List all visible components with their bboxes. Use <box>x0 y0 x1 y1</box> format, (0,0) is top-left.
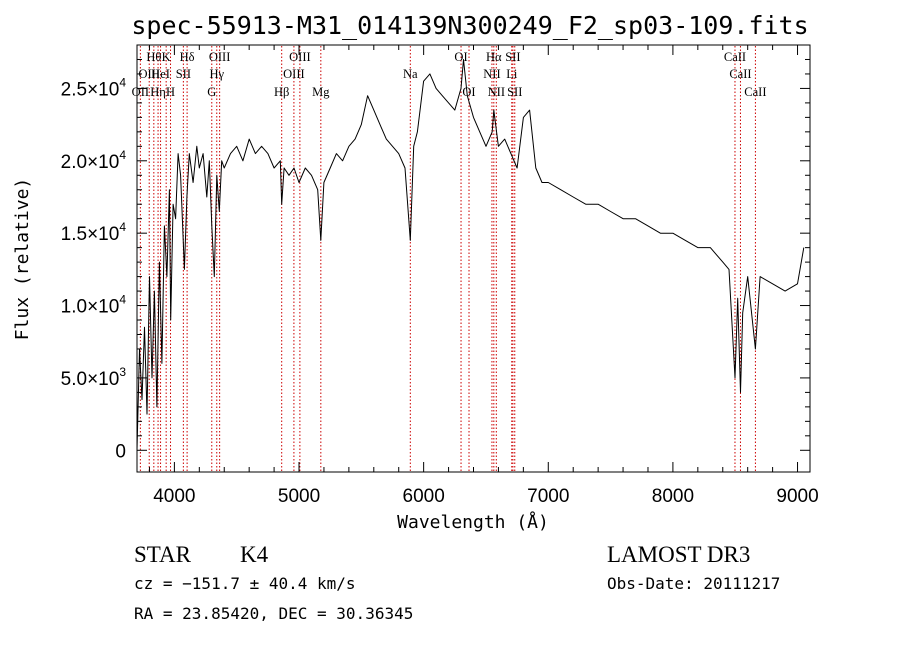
object-class: STAR <box>134 542 192 567</box>
spectral-line-label: Hγ <box>209 67 224 81</box>
spectral-line-label: Mg <box>312 85 330 99</box>
x-axis-ticks: 4000 5000 6000 7000 8000 9000 <box>148 45 819 507</box>
spectral-line-label: HeI <box>151 67 170 81</box>
x-tick-label: 5000 <box>278 486 320 507</box>
spectral-line-label: OIII <box>283 67 305 81</box>
chart-title: spec-55913-M31_014139N300249_F2_sp03-109… <box>131 11 808 40</box>
y-tick-label: 0 <box>115 441 126 462</box>
plot-frame <box>136 44 811 473</box>
spectral-line-label: Hθ <box>146 50 161 64</box>
y-tick-label: 1.0×104 <box>61 293 127 318</box>
spectral-line-markers <box>139 46 756 471</box>
x-tick-label: 6000 <box>403 486 445 507</box>
x-axis-label: Wavelength (Å) <box>397 511 549 533</box>
spectral-line-label: OI <box>462 85 475 99</box>
spectral-line-label: CaII <box>744 85 766 99</box>
spectral-line-label: G <box>207 85 216 99</box>
spectral-line-labels: OIIOIIIHθHηHeIKHSIIHδGHγOIIIHβOIIIOIIIMg… <box>132 50 767 99</box>
redshift-text: cz = −151.7 ± 40.4 km/s <box>134 574 356 593</box>
y-tick-label: 1.5×104 <box>61 220 127 245</box>
spectral-line-label: H <box>166 85 175 99</box>
spectral-line-label: Hβ <box>274 85 289 99</box>
x-tick-label: 9000 <box>776 486 818 507</box>
spectral-line-label: OIII <box>138 67 160 81</box>
y-axis-label: Flux (relative) <box>12 178 33 341</box>
spectral-line-label: CaII <box>724 50 746 64</box>
spectral-line-label: CaII <box>729 67 751 81</box>
y-tick-label: 2.5×104 <box>61 75 127 100</box>
x-tick-label: 8000 <box>652 486 694 507</box>
y-tick-label: 2.0×104 <box>61 148 127 173</box>
y-axis-ticks: 0 5.0×103 1.0×104 1.5×104 2.0×104 2.5×104 <box>61 58 810 462</box>
coordinates-text: RA = 23.85420, DEC = 30.36345 <box>134 604 413 623</box>
spectral-line-label: Hα <box>486 50 502 64</box>
spectral-line-label: Hη <box>150 85 166 99</box>
x-tick-label: 4000 <box>153 486 195 507</box>
spectral-line-label: OIII <box>209 50 231 64</box>
spectral-line-label: Hδ <box>180 50 195 64</box>
spectral-line-label: Li <box>506 67 518 81</box>
survey-name: LAMOST DR3 <box>607 542 750 567</box>
spectral-line-label: SII <box>176 67 191 81</box>
spectral-line-label: SII <box>507 85 522 99</box>
x-tick-label: 7000 <box>527 486 569 507</box>
spectral-line-label: K <box>162 50 171 64</box>
spectral-line-label: SII <box>505 50 520 64</box>
spectral-line-label: NII <box>488 85 505 99</box>
spectral-line-label: NII <box>483 67 500 81</box>
spectral-line-label: OII <box>132 85 149 99</box>
y-tick-label: 5.0×103 <box>61 365 127 390</box>
spectrum-series-line <box>136 59 805 451</box>
spectral-line-label: OI <box>454 50 467 64</box>
obs-date: Obs-Date: 20111217 <box>607 574 780 593</box>
spectral-line-label: OIII <box>289 50 311 64</box>
spectral-line-label: Na <box>403 67 418 81</box>
object-subclass: K4 <box>240 542 269 567</box>
